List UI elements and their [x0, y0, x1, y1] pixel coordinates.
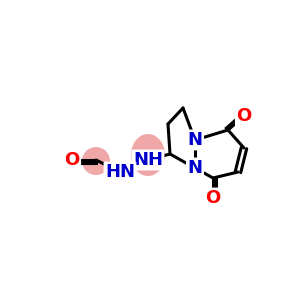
Text: O: O [64, 151, 80, 169]
Circle shape [82, 147, 110, 175]
Text: HN: HN [105, 163, 135, 181]
Ellipse shape [131, 134, 165, 176]
Text: N: N [188, 131, 202, 149]
Text: NH: NH [133, 151, 163, 169]
Text: O: O [206, 189, 220, 207]
Text: N: N [188, 159, 202, 177]
Text: O: O [236, 107, 252, 125]
